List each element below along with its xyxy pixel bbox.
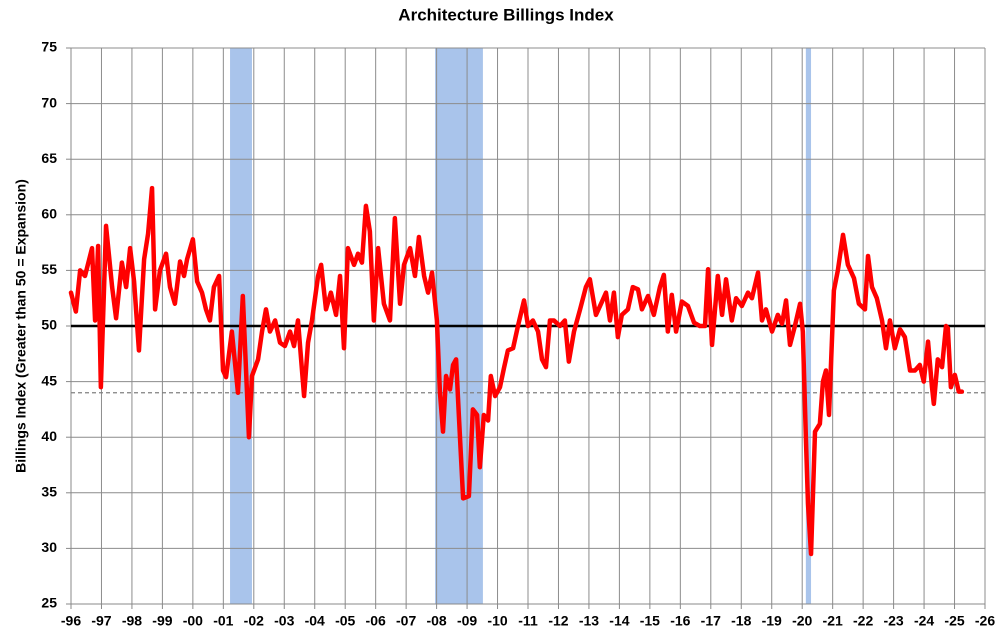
x-tick-label: -11 (518, 613, 538, 629)
x-tick-label: -19 (762, 613, 782, 629)
x-tick-label: -98 (122, 613, 142, 629)
x-tick-label: -12 (548, 613, 568, 629)
x-tick-label: -14 (609, 613, 629, 629)
x-tick-label: -10 (487, 613, 507, 629)
x-tick-label: -97 (91, 613, 111, 629)
y-tick-label: 30 (41, 539, 57, 555)
x-tick-label: -15 (640, 613, 660, 629)
x-tick-label: -04 (305, 613, 325, 629)
y-tick-label: 75 (41, 39, 57, 55)
x-tick-label: -07 (396, 613, 416, 629)
y-tick-label: 55 (41, 261, 57, 277)
x-tick-label: -06 (366, 613, 386, 629)
x-tick-label: -02 (244, 613, 264, 629)
x-tick-label: -09 (457, 613, 477, 629)
chart-title: Architecture Billings Index (398, 5, 614, 24)
x-tick-label: -05 (335, 613, 355, 629)
x-tick-label: -00 (183, 613, 203, 629)
x-tick-label: -17 (701, 613, 721, 629)
y-tick-label: 45 (41, 372, 57, 388)
y-tick-label: 60 (41, 206, 57, 222)
x-tick-label: -99 (152, 613, 172, 629)
x-tick-label: -96 (61, 613, 81, 629)
y-tick-label: 50 (41, 317, 57, 333)
x-tick-label: -22 (853, 613, 873, 629)
x-tick-label: -18 (731, 613, 751, 629)
x-tick-label: -24 (914, 613, 934, 629)
x-tick-label: -08 (426, 613, 446, 629)
x-tick-label: -13 (579, 613, 599, 629)
y-tick-label: 40 (41, 428, 57, 444)
x-tick-label: -01 (213, 613, 233, 629)
x-tick-label: -16 (670, 613, 690, 629)
y-axis-label: Billings Index (Greater than 50 = Expans… (13, 179, 29, 473)
x-tick-label: -03 (274, 613, 294, 629)
x-tick-label: -23 (883, 613, 903, 629)
y-tick-label: 65 (41, 150, 57, 166)
y-tick-label: 70 (41, 94, 57, 110)
data-line (68, 185, 965, 557)
x-tick-label: -21 (823, 613, 843, 629)
x-tick-label: -26 (975, 613, 995, 629)
x-tick-label: -20 (792, 613, 812, 629)
x-tick-label: -25 (944, 613, 964, 629)
y-tick-label: 25 (41, 595, 57, 611)
y-tick-label: 35 (41, 484, 57, 500)
